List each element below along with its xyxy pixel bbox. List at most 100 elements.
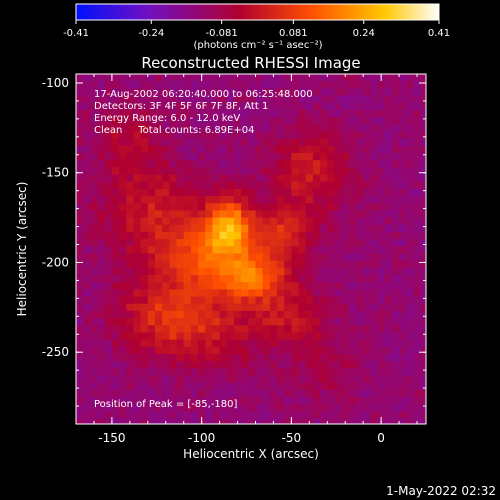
heatmap-cell bbox=[147, 404, 156, 412]
heatmap-cell bbox=[83, 117, 91, 125]
heatmap-cell bbox=[97, 196, 106, 204]
heatmap-cell bbox=[76, 375, 84, 384]
heatmap-cell bbox=[119, 404, 127, 412]
heatmap-cell bbox=[119, 188, 127, 197]
colorbar-gradient bbox=[75, 3, 440, 21]
heatmap-cell bbox=[420, 239, 426, 247]
heatmap-cell bbox=[377, 361, 386, 369]
heatmap-cell bbox=[363, 174, 371, 183]
heatmap-cell bbox=[190, 181, 199, 190]
heatmap-cell bbox=[212, 332, 220, 341]
heatmap-cell bbox=[162, 282, 170, 290]
heatmap-cell bbox=[356, 339, 364, 348]
heatmap-cell bbox=[176, 267, 185, 276]
heatmap-cell bbox=[420, 361, 426, 369]
heatmap-cell bbox=[140, 181, 149, 190]
heatmap-cell bbox=[198, 95, 206, 104]
heatmap-cell bbox=[147, 224, 156, 233]
heatmap-cell bbox=[248, 167, 256, 175]
heatmap-cell bbox=[205, 354, 213, 362]
heatmap-cell bbox=[183, 282, 192, 290]
heatmap-cell bbox=[111, 224, 120, 233]
heatmap-cell bbox=[198, 404, 206, 412]
heatmap-cell bbox=[370, 267, 378, 276]
heatmap-cell bbox=[356, 231, 364, 240]
heatmap-cell bbox=[205, 382, 213, 391]
heatmap-cell bbox=[413, 354, 422, 362]
heatmap-cell bbox=[219, 411, 228, 420]
heatmap-cell bbox=[126, 397, 134, 405]
heatmap-cell bbox=[370, 275, 378, 283]
heatmap-cell bbox=[348, 310, 357, 319]
heatmap-cell bbox=[97, 389, 106, 398]
heatmap-cell bbox=[370, 188, 378, 197]
heatmap-cell bbox=[356, 267, 364, 276]
heatmap-cell bbox=[154, 325, 163, 333]
heatmap-cell bbox=[226, 368, 235, 376]
heatmap-cell bbox=[370, 397, 378, 405]
heatmap-cell bbox=[147, 239, 156, 247]
heatmap-cell bbox=[327, 325, 335, 333]
heatmap-cell bbox=[262, 260, 271, 269]
heatmap-cell bbox=[348, 382, 357, 391]
heatmap-cell bbox=[111, 260, 120, 269]
heatmap-cell bbox=[334, 188, 343, 197]
heatmap-cell bbox=[399, 260, 407, 269]
heatmap-cell bbox=[104, 74, 113, 82]
heatmap-cell bbox=[154, 210, 163, 218]
heatmap-cell bbox=[241, 138, 249, 147]
heatmap-cell bbox=[119, 289, 127, 297]
heatmap-cell bbox=[298, 339, 307, 348]
heatmap-cell bbox=[90, 411, 98, 420]
heatmap-cell bbox=[83, 318, 91, 326]
heatmap-cell bbox=[169, 346, 177, 355]
heatmap-cell bbox=[248, 181, 256, 190]
heatmap-cell bbox=[162, 224, 170, 233]
heatmap-cell bbox=[334, 253, 343, 262]
heatmap-cell bbox=[147, 231, 156, 240]
heatmap-cell bbox=[183, 102, 192, 111]
heatmap-cell bbox=[399, 275, 407, 283]
heatmap-cell bbox=[104, 224, 113, 233]
heatmap-cell bbox=[119, 253, 127, 262]
heatmap-cell bbox=[198, 303, 206, 312]
heatmap-cell bbox=[377, 203, 386, 211]
heatmap-cell bbox=[248, 404, 256, 412]
heatmap-cell bbox=[119, 167, 127, 175]
heatmap-cell bbox=[147, 124, 156, 132]
heatmap-cell bbox=[262, 253, 271, 262]
heatmap-cell bbox=[126, 203, 134, 211]
heatmap-cell bbox=[133, 354, 142, 362]
heatmap-cell bbox=[341, 181, 350, 190]
heatmap-cell bbox=[104, 217, 113, 226]
heatmap-cell bbox=[384, 81, 393, 89]
heatmap-cell bbox=[176, 231, 185, 240]
heatmap-cell bbox=[205, 318, 213, 326]
heatmap-cell bbox=[277, 174, 285, 183]
heatmap-cell bbox=[406, 188, 414, 197]
heatmap-cell bbox=[97, 310, 106, 319]
heatmap-cell bbox=[377, 397, 386, 405]
heatmap-cell bbox=[111, 296, 120, 305]
heatmap-cell bbox=[154, 246, 163, 254]
heatmap-cell bbox=[147, 267, 156, 276]
heatmap-cell bbox=[140, 318, 149, 326]
heatmap-cell bbox=[233, 296, 242, 305]
heatmap-cell bbox=[126, 346, 134, 355]
heatmap-cell bbox=[140, 102, 149, 111]
heatmap-cell bbox=[399, 188, 407, 197]
heatmap-cell bbox=[169, 74, 177, 82]
heatmap-cell bbox=[391, 131, 400, 140]
heatmap-cell bbox=[226, 231, 235, 240]
heatmap-cell bbox=[154, 260, 163, 269]
heatmap-cell bbox=[169, 210, 177, 218]
heatmap-cell bbox=[370, 346, 378, 355]
heatmap-cell bbox=[169, 181, 177, 190]
heatmap-cell bbox=[83, 397, 91, 405]
heatmap-cell bbox=[212, 224, 220, 233]
heatmap-cell bbox=[169, 138, 177, 147]
heatmap-cell bbox=[104, 196, 113, 204]
heatmap-cell bbox=[356, 411, 364, 420]
heatmap-cell bbox=[111, 282, 120, 290]
heatmap-cell bbox=[291, 253, 299, 262]
